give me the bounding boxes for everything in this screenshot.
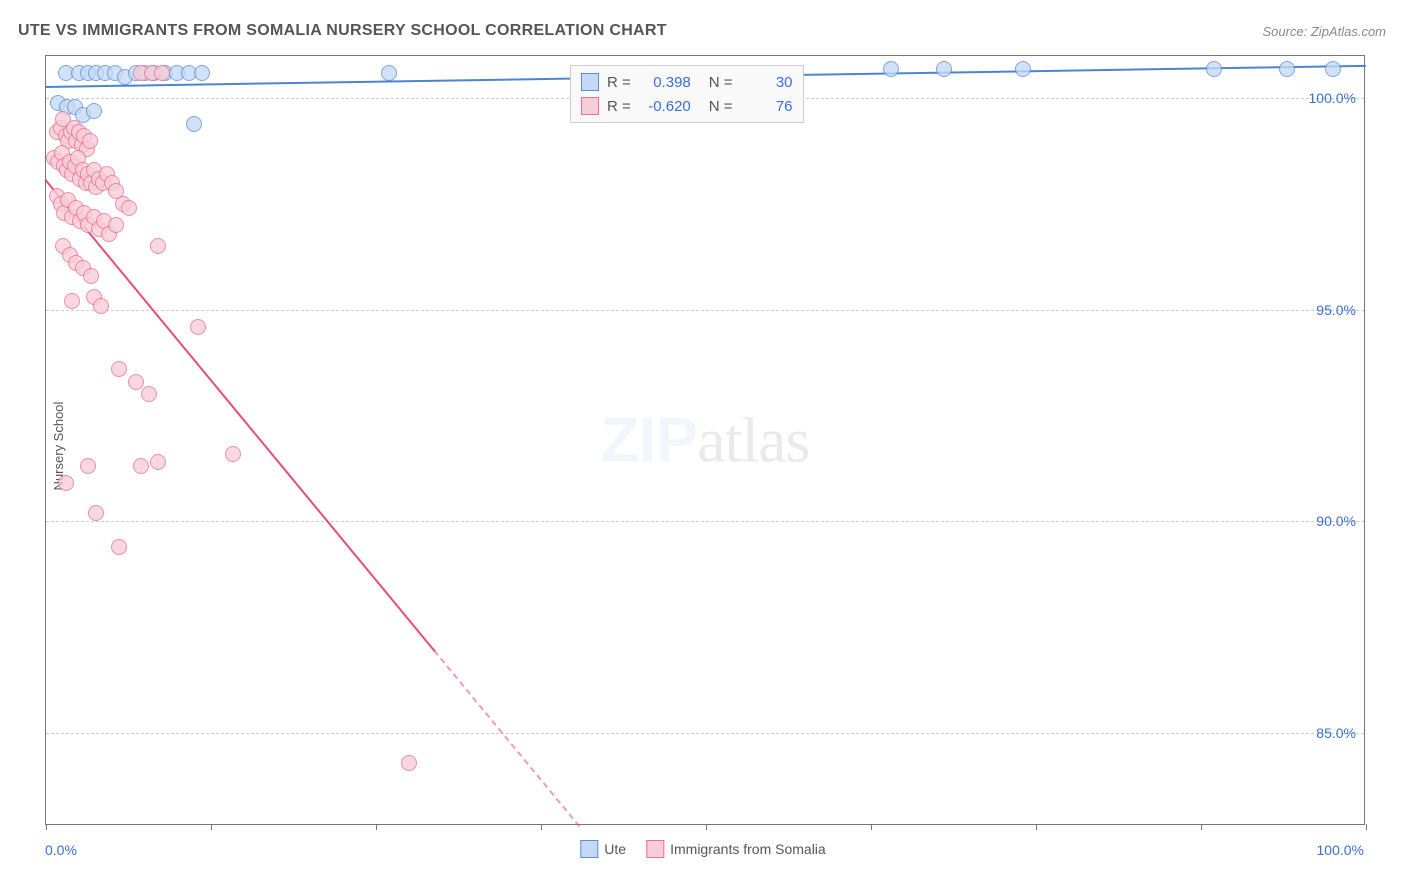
data-point-ute (194, 65, 210, 81)
legend-row-somalia: R = -0.620 N = 76 (581, 94, 793, 118)
chart-title: UTE VS IMMIGRANTS FROM SOMALIA NURSERY S… (18, 22, 667, 40)
data-point-ute (381, 65, 397, 81)
watermark-zip: ZIP (601, 404, 698, 476)
x-tick (706, 824, 707, 830)
y-tick-label: 95.0% (1316, 302, 1356, 318)
data-point-somalia (108, 217, 124, 233)
x-tick (1201, 824, 1202, 830)
x-tick (1366, 824, 1367, 830)
data-point-somalia (150, 454, 166, 470)
legend-n-value: 30 (741, 74, 793, 91)
data-point-somalia (93, 298, 109, 314)
data-point-somalia (150, 238, 166, 254)
legend-r-label: R = (607, 74, 631, 91)
y-tick-label: 90.0% (1316, 513, 1356, 529)
data-point-ute (1325, 61, 1341, 77)
legend-r-value: 0.398 (639, 74, 691, 91)
data-point-somalia (82, 133, 98, 149)
legend-n-value: 76 (741, 98, 793, 115)
legend-swatch (580, 840, 598, 858)
legend-r-value: -0.620 (639, 98, 691, 115)
data-point-somalia (128, 374, 144, 390)
data-point-somalia (58, 475, 74, 491)
gridline (46, 310, 1364, 311)
legend-row-ute: R = 0.398 N = 30 (581, 70, 793, 94)
series-legend: Ute Immigrants from Somalia (580, 840, 825, 858)
data-point-somalia (225, 446, 241, 462)
legend-item: Ute (580, 840, 626, 858)
data-point-somalia (133, 458, 149, 474)
correlation-legend: R = 0.398 N = 30 R = -0.620 N = 76 (570, 65, 804, 123)
data-point-somalia (83, 268, 99, 284)
data-point-somalia (190, 319, 206, 335)
legend-r-label: R = (607, 98, 631, 115)
watermark: ZIPatlas (601, 403, 810, 478)
watermark-atlas: atlas (697, 405, 809, 476)
data-point-somalia (141, 386, 157, 402)
gridline (46, 733, 1364, 734)
x-tick (1036, 824, 1037, 830)
x-axis-min-label: 0.0% (45, 842, 77, 858)
x-tick (46, 824, 47, 830)
gridline (46, 521, 1364, 522)
data-point-ute (1279, 61, 1295, 77)
y-tick-label: 100.0% (1309, 90, 1356, 106)
legend-label: Ute (604, 841, 626, 857)
data-point-somalia (121, 200, 137, 216)
data-point-somalia (111, 539, 127, 555)
data-point-ute (1015, 61, 1031, 77)
data-point-ute (936, 61, 952, 77)
legend-n-label: N = (709, 98, 733, 115)
data-point-somalia (154, 65, 170, 81)
legend-swatch (581, 73, 599, 91)
legend-label: Immigrants from Somalia (670, 841, 826, 857)
data-point-somalia (401, 755, 417, 771)
x-tick (541, 824, 542, 830)
data-point-somalia (80, 458, 96, 474)
plot-area: ZIPatlas 100.0% 95.0% 90.0% 85.0% (45, 55, 1365, 825)
data-point-somalia (64, 293, 80, 309)
legend-item: Immigrants from Somalia (646, 840, 826, 858)
trend-line (44, 179, 435, 652)
x-tick (871, 824, 872, 830)
x-axis-max-label: 100.0% (1317, 842, 1364, 858)
legend-n-label: N = (709, 74, 733, 91)
data-point-somalia (88, 505, 104, 521)
y-tick-label: 85.0% (1316, 725, 1356, 741)
x-tick (376, 824, 377, 830)
trend-line (434, 650, 581, 827)
data-point-somalia (111, 361, 127, 377)
data-point-ute (186, 116, 202, 132)
legend-swatch (581, 97, 599, 115)
data-point-ute (883, 61, 899, 77)
x-tick (211, 824, 212, 830)
data-point-ute (86, 103, 102, 119)
data-point-ute (1206, 61, 1222, 77)
chart-source: Source: ZipAtlas.com (1262, 24, 1386, 39)
legend-swatch (646, 840, 664, 858)
